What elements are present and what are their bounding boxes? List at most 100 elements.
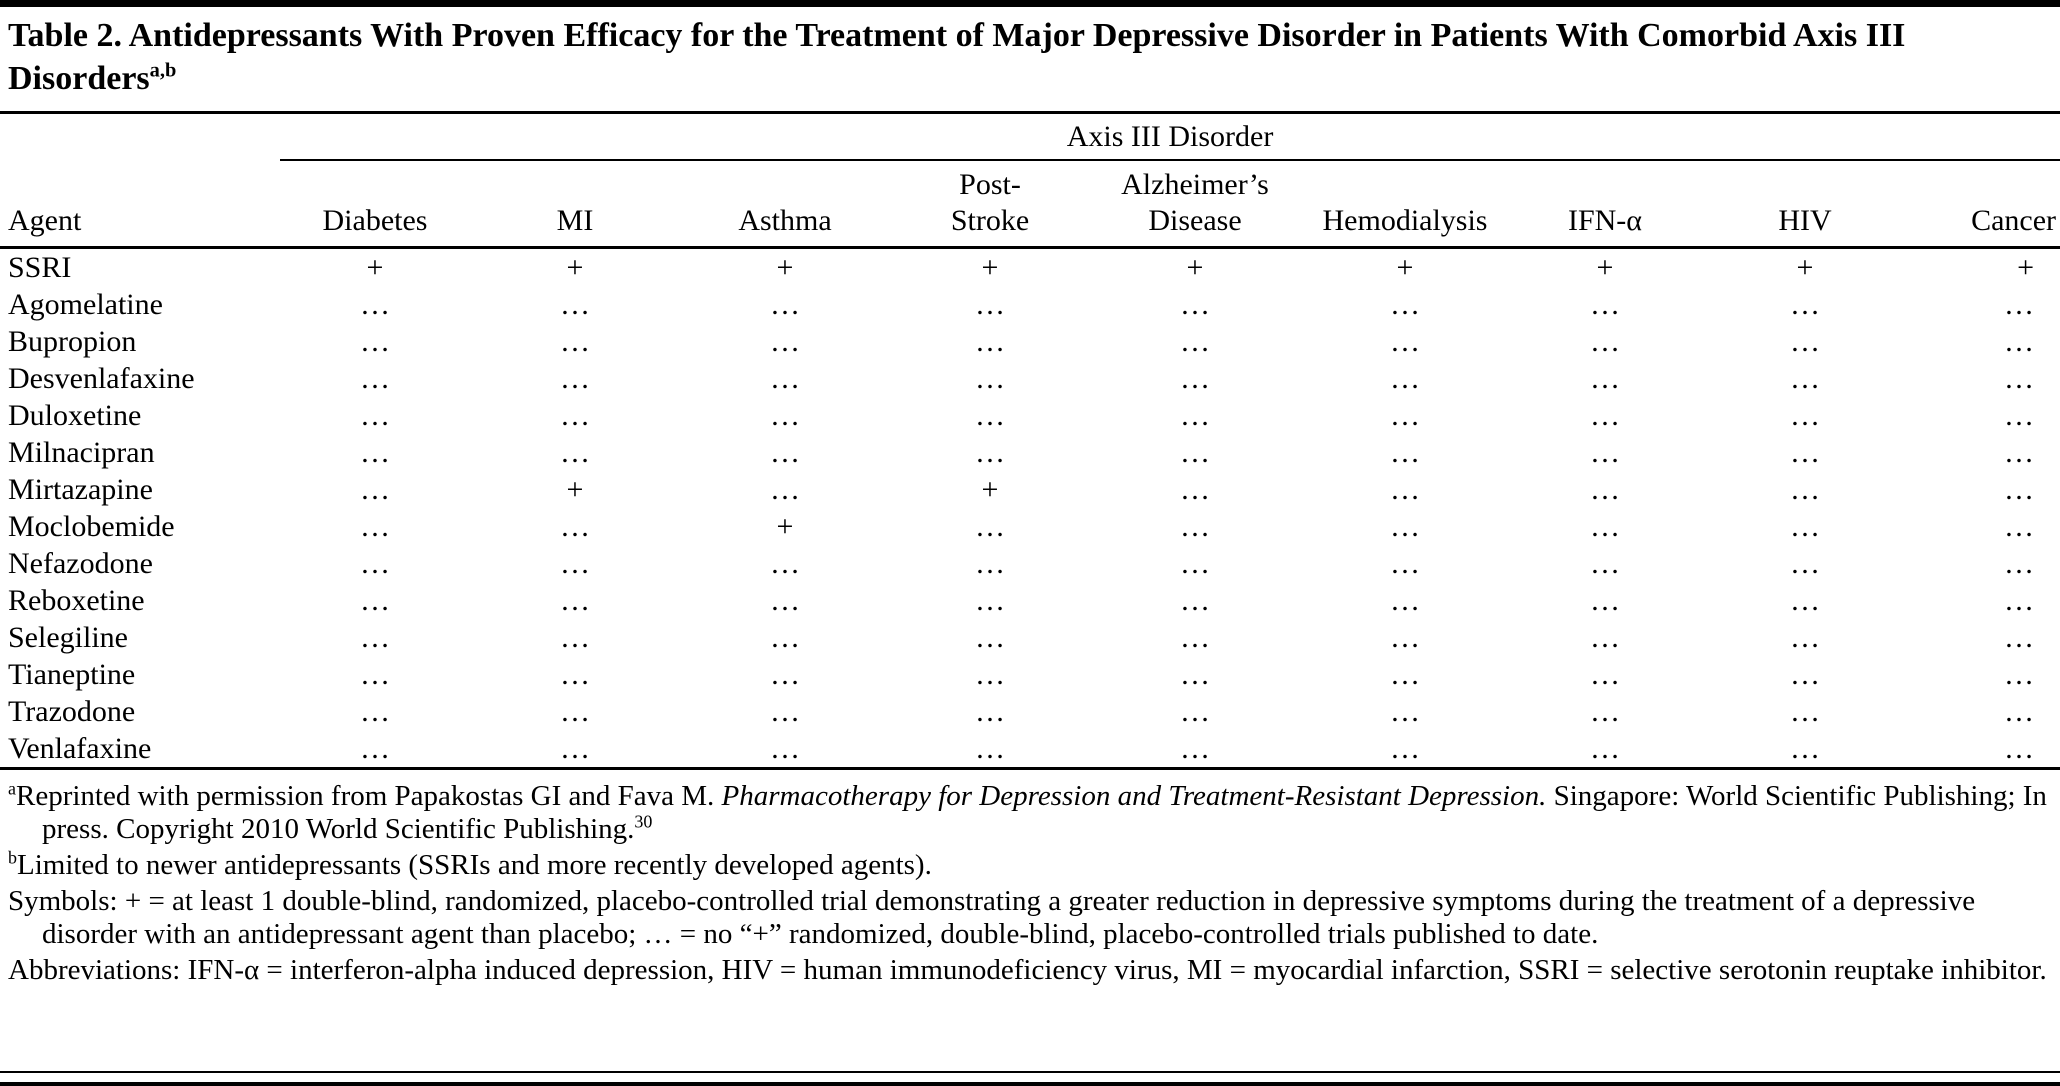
efficacy-cell-hemodialysis: …	[1390, 546, 1420, 580]
column-header-row: Agent Diabetes MI Asthma Post- Stroke Alzheim…	[0, 159, 2060, 249]
bottom-rule-gap	[0, 1073, 2060, 1082]
agent-name: Duloxetine	[8, 398, 142, 432]
efficacy-cell-asthma: …	[770, 287, 800, 321]
agent-name: Nefazodone	[8, 546, 153, 580]
efficacy-cell-hiv: …	[1790, 398, 1820, 432]
bottom-rule-thick	[0, 1082, 2060, 1086]
efficacy-cell-hemodialysis: …	[1390, 472, 1420, 506]
axis-iii-disorder-span-header: Axis III Disorder	[280, 113, 2060, 161]
column-header-post-stroke: Post- Stroke	[890, 159, 1090, 249]
efficacy-cell-mi: …	[560, 324, 590, 358]
efficacy-cell-cancer: …	[2004, 694, 2035, 728]
efficacy-cell-diabetes: …	[360, 361, 390, 395]
efficacy-cell-ifn-alpha: …	[1590, 324, 1620, 358]
efficacy-cell-cancer: …	[2004, 398, 2035, 432]
agent-name: Desvenlafaxine	[8, 361, 195, 395]
column-header-ifn-alpha: IFN-α	[1510, 159, 1700, 249]
efficacy-cell-mi: …	[560, 583, 590, 617]
efficacy-cell-post-stroke: …	[975, 657, 1005, 691]
efficacy-cell-mi: +	[566, 250, 584, 284]
top-rule	[0, 0, 2060, 7]
efficacy-cell-hiv: …	[1790, 472, 1820, 506]
efficacy-cell-asthma: …	[770, 583, 800, 617]
efficacy-cell-hiv: …	[1790, 620, 1820, 654]
efficacy-cell-diabetes: …	[360, 620, 390, 654]
footnote: Symbols: + = at least 1 double-blind, ra…	[8, 885, 2048, 952]
efficacy-cell-post-stroke: …	[975, 694, 1005, 728]
efficacy-cell-asthma: …	[770, 731, 800, 765]
efficacy-cell-diabetes: …	[360, 694, 390, 728]
efficacy-cell-hiv: …	[1790, 546, 1820, 580]
efficacy-cell-alzheimers-disease: …	[1180, 546, 1210, 580]
efficacy-cell-mi: …	[560, 398, 590, 432]
efficacy-cell-alzheimers-disease: …	[1180, 694, 1210, 728]
footnote-text: Symbols: + = at least 1 double-blind, ra…	[8, 884, 1976, 951]
efficacy-cell-diabetes: …	[360, 731, 390, 765]
efficacy-cell-hemodialysis: +	[1396, 250, 1414, 284]
efficacy-cell-post-stroke: …	[975, 509, 1005, 543]
efficacy-cell-ifn-alpha: …	[1590, 731, 1620, 765]
table-row: Agomelatine………………………	[0, 286, 2060, 323]
efficacy-cell-diabetes: …	[360, 657, 390, 691]
efficacy-cell-alzheimers-disease: …	[1180, 324, 1210, 358]
efficacy-cell-hemodialysis: …	[1390, 435, 1420, 469]
span-header-spacer	[0, 114, 280, 160]
agent-column-header: Agent	[0, 159, 280, 249]
efficacy-cell-asthma: +	[776, 509, 794, 543]
agent-name: Tianeptine	[8, 657, 136, 691]
efficacy-cell-ifn-alpha: …	[1590, 435, 1620, 469]
efficacy-cell-ifn-alpha: …	[1590, 361, 1620, 395]
efficacy-cell-post-stroke: …	[975, 435, 1005, 469]
efficacy-cell-mi: …	[560, 657, 590, 691]
efficacy-cell-ifn-alpha: …	[1590, 620, 1620, 654]
efficacy-cell-hiv: …	[1790, 509, 1820, 543]
footnote-text: Reprinted with permission from Papakosta…	[15, 779, 722, 812]
table-title-superscript: a,b	[149, 59, 177, 82]
efficacy-cell-asthma: …	[770, 435, 800, 469]
agent-name: Agomelatine	[8, 287, 163, 321]
efficacy-cell-alzheimers-disease: …	[1180, 583, 1210, 617]
efficacy-cell-ifn-alpha: …	[1590, 583, 1620, 617]
efficacy-cell-cancer: …	[2004, 287, 2035, 321]
column-header-alzheimers-disease: Alzheimer’s Disease	[1090, 159, 1300, 249]
bottom-rule-thin	[0, 1071, 2060, 1073]
agent-name: Reboxetine	[8, 583, 145, 617]
efficacy-cell-ifn-alpha: …	[1590, 657, 1620, 691]
efficacy-cell-hemodialysis: …	[1390, 620, 1420, 654]
footnote: aReprinted with permission from Papakost…	[8, 779, 2048, 847]
efficacy-cell-diabetes: …	[360, 509, 390, 543]
table-row: Tianeptine………………………	[0, 656, 2060, 693]
efficacy-cell-asthma: …	[770, 361, 800, 395]
efficacy-cell-cancer: …	[2004, 324, 2035, 358]
efficacy-cell-hemodialysis: …	[1390, 657, 1420, 691]
efficacy-cell-cancer: …	[2004, 509, 2035, 543]
efficacy-cell-post-stroke: …	[975, 324, 1005, 358]
efficacy-cell-cancer: …	[2004, 435, 2035, 469]
efficacy-cell-hemodialysis: …	[1390, 509, 1420, 543]
efficacy-cell-hiv: …	[1790, 657, 1820, 691]
efficacy-cell-ifn-alpha: …	[1590, 509, 1620, 543]
table-title: Table 2. Antidepressants With Proven Eff…	[0, 7, 2060, 114]
efficacy-cell-diabetes: …	[360, 472, 390, 506]
efficacy-cell-alzheimers-disease: …	[1180, 361, 1210, 395]
efficacy-cell-mi: …	[560, 361, 590, 395]
efficacy-cell-cancer: …	[2004, 546, 2035, 580]
efficacy-cell-mi: …	[560, 287, 590, 321]
efficacy-cell-diabetes: …	[360, 546, 390, 580]
efficacy-cell-post-stroke: …	[975, 583, 1005, 617]
column-header-hiv: HIV	[1700, 159, 1910, 249]
efficacy-cell-cancer: …	[2004, 731, 2035, 765]
efficacy-cell-hiv: …	[1790, 361, 1820, 395]
table-row: SSRI + + + + + + + + +	[0, 247, 2060, 286]
efficacy-cell-hiv: …	[1790, 731, 1820, 765]
efficacy-cell-post-stroke: …	[975, 287, 1005, 321]
efficacy-cell-post-stroke: +	[981, 250, 999, 284]
efficacy-cell-hemodialysis: …	[1390, 324, 1420, 358]
efficacy-cell-alzheimers-disease: …	[1180, 398, 1210, 432]
efficacy-cell-post-stroke: …	[975, 546, 1005, 580]
efficacy-cell-hiv: …	[1790, 694, 1820, 728]
table-title-text: Table 2. Antidepressants With Proven Eff…	[8, 17, 1906, 97]
efficacy-cell-alzheimers-disease: …	[1180, 620, 1210, 654]
efficacy-cell-hiv: …	[1790, 583, 1820, 617]
